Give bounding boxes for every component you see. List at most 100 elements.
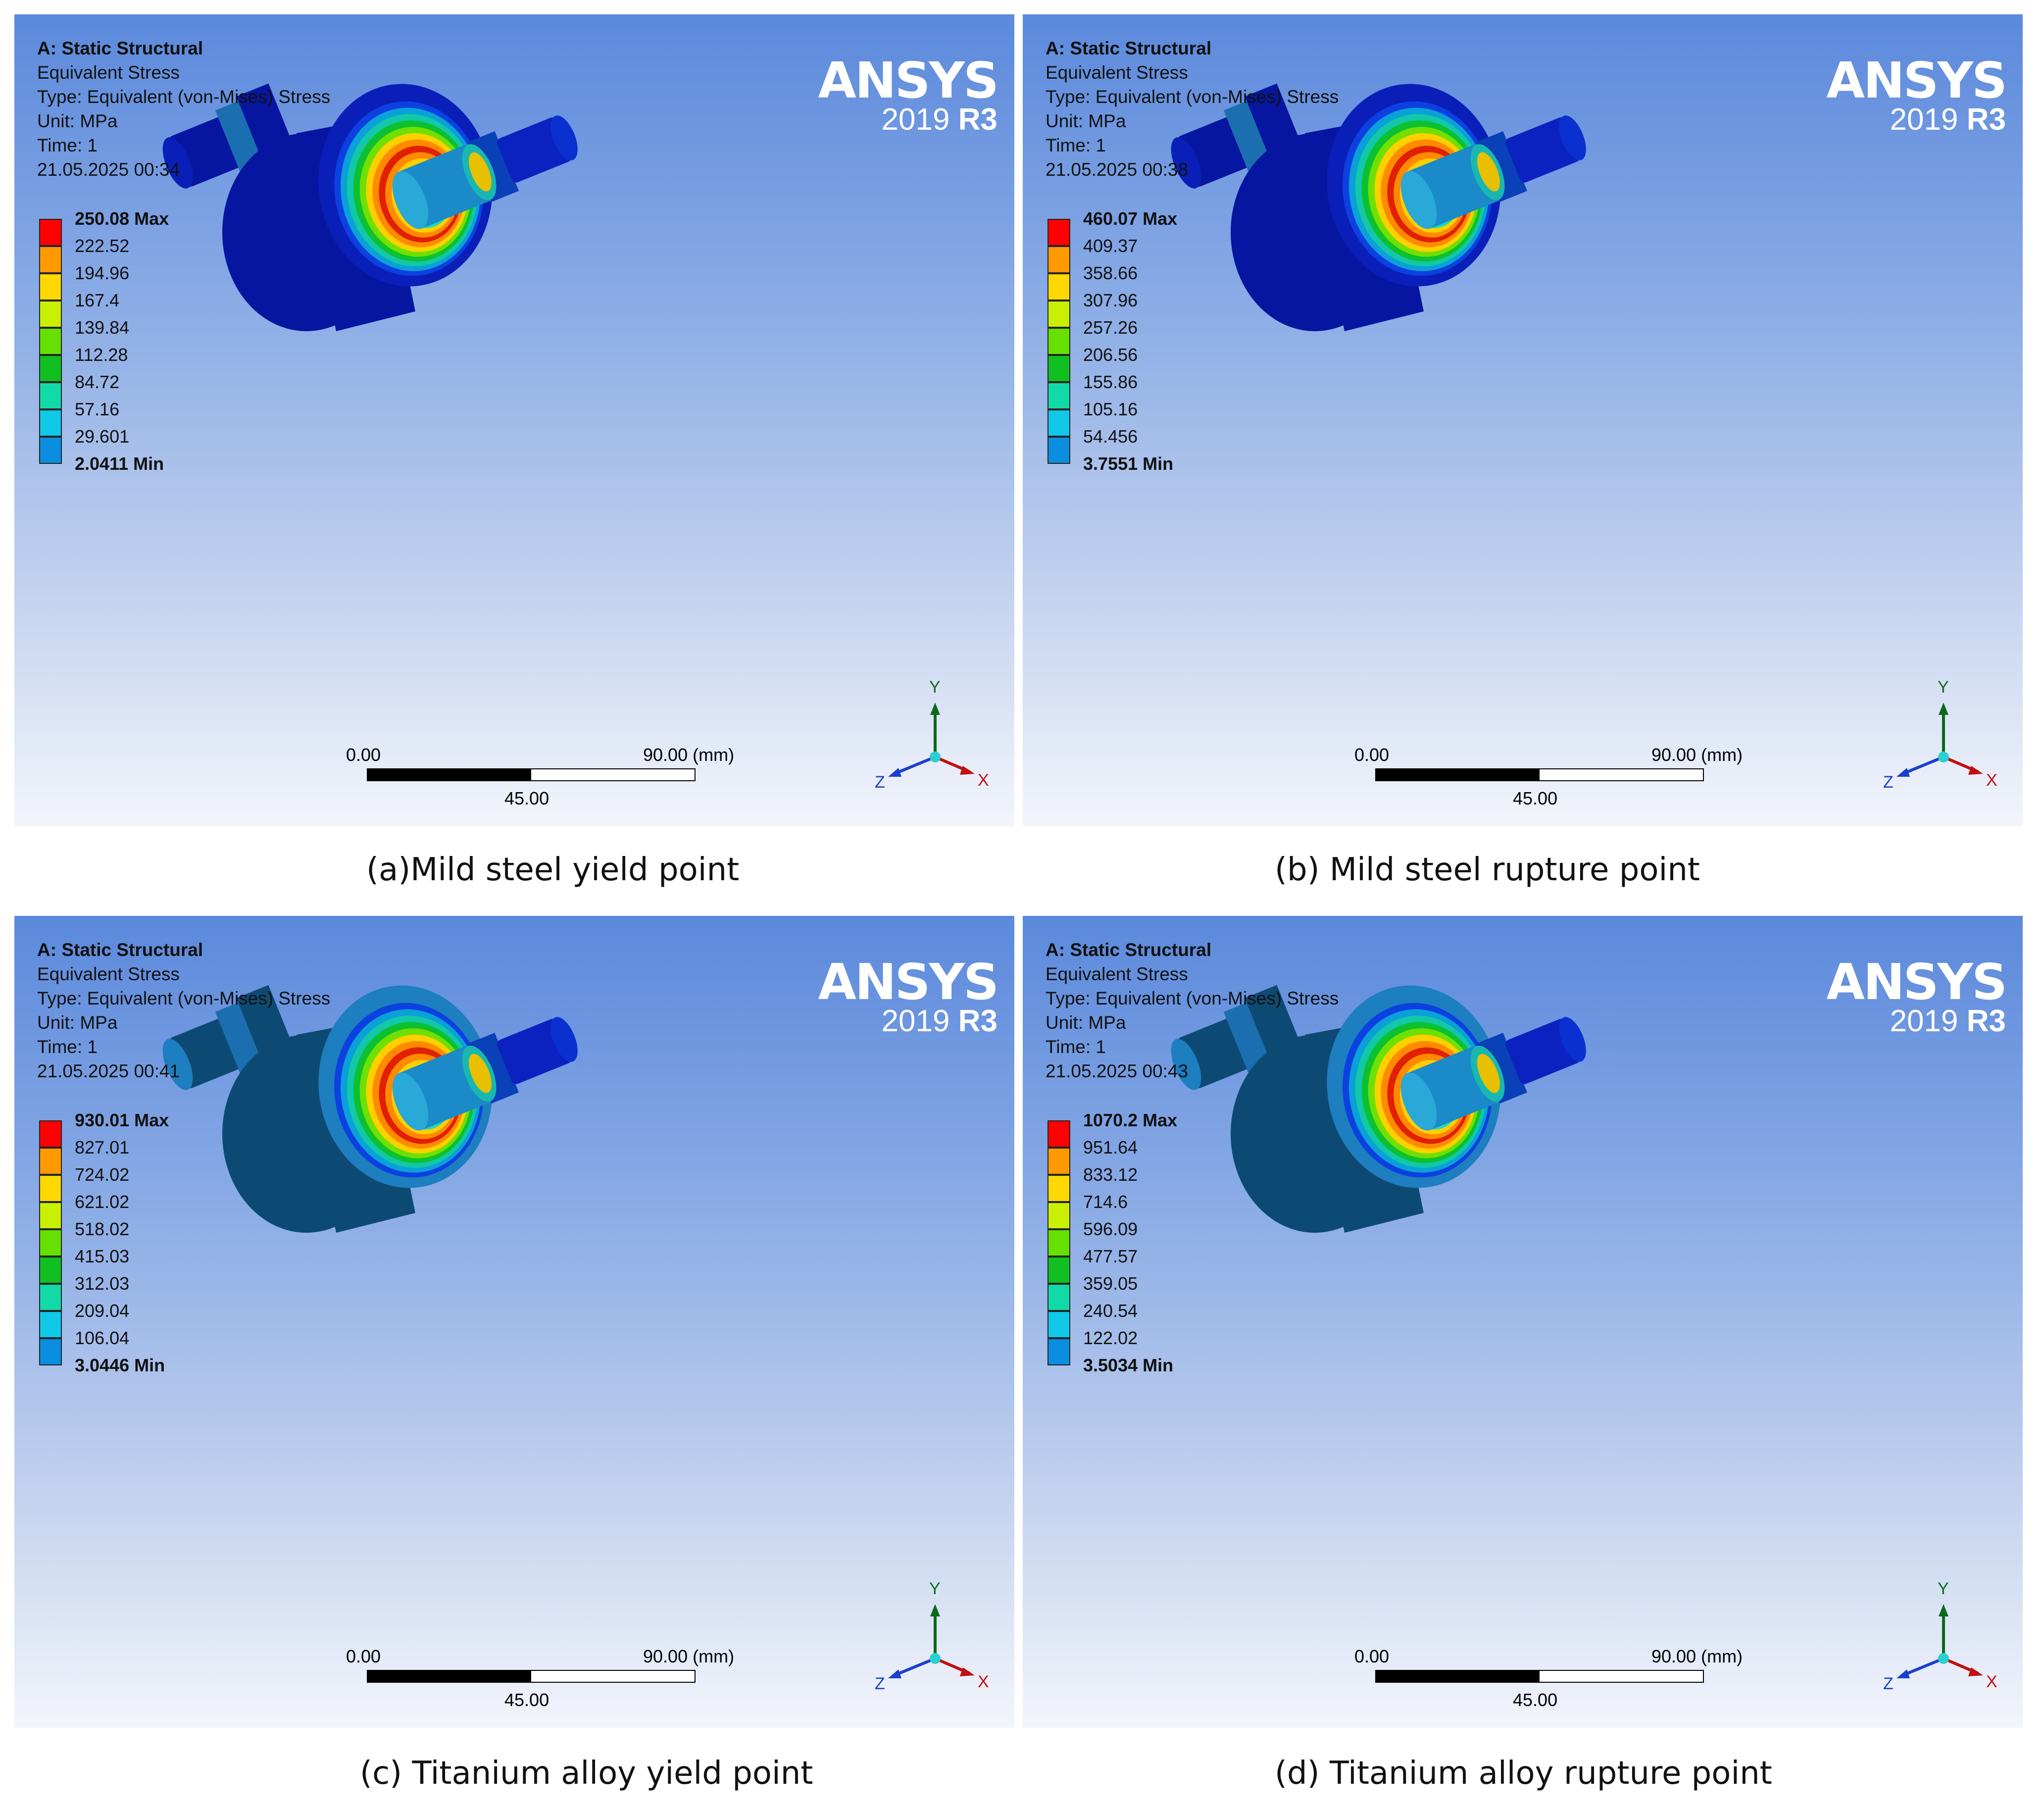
scale-bar-d: 0.00 90.00 (mm) 45.00 (1354, 1646, 1743, 1710)
legend-value-label: 714.6 (1083, 1192, 1128, 1212)
legend-color-band (1047, 409, 1070, 437)
legend-color-band (39, 273, 62, 301)
legend-value-label: 460.07 Max (1083, 208, 1178, 229)
scale-bar-a: 0.00 90.00 (mm) 45.00 (346, 745, 735, 808)
result-name: Equivalent Stress (1046, 964, 1188, 984)
legend-value-label: 827.01 (75, 1137, 130, 1157)
legend-value-label: 3.7551 Min (1083, 453, 1174, 474)
legend-color-band (39, 409, 62, 437)
legend-color-band (39, 1175, 62, 1202)
ansys-logo: ANSYS 2019 R3 (818, 51, 999, 137)
caption-d: (d) Titanium alloy rupture point (1275, 1755, 1772, 1792)
scale-bar-c: 0.00 90.00 (mm) 45.00 (346, 1646, 735, 1710)
result-timestamp: 21.05.2025 00:34 (37, 159, 180, 180)
legend-color-band (1047, 328, 1070, 355)
legend-color-band (39, 1311, 62, 1338)
legend-value-label: 312.03 (75, 1273, 130, 1294)
viewport-panel-d[interactable]: A: Static Structural Equivalent Stress T… (1023, 916, 2023, 1728)
legend-value-label: 359.05 (1083, 1273, 1138, 1294)
legend-value-label: 206.56 (1083, 345, 1138, 365)
legend-color-band (39, 1338, 62, 1365)
legend-color-band (1047, 437, 1070, 464)
legend-color-band (39, 1148, 62, 1175)
result-unit: Unit: MPa (37, 1012, 118, 1033)
legend-value-label: 57.16 (75, 399, 120, 419)
legend-value-label: 139.84 (75, 317, 130, 338)
legend-value-label: 106.04 (75, 1328, 130, 1348)
legend-value-label: 84.72 (75, 372, 120, 392)
viewport-panel-c[interactable]: A: Static Structural Equivalent Stress T… (14, 916, 1014, 1728)
analysis-title: A: Static Structural (37, 38, 203, 58)
legend-color-band (1047, 355, 1070, 382)
legend-value-label: 930.01 Max (75, 1110, 169, 1130)
legend-color-band (1047, 382, 1070, 409)
result-name: Equivalent Stress (37, 964, 180, 984)
legend-value-label: 105.16 (1083, 399, 1138, 419)
legend-value-label: 3.5034 Min (1083, 1355, 1174, 1375)
analysis-title: A: Static Structural (1046, 38, 1212, 58)
shaft-model-b (1171, 83, 1586, 331)
legend-color-band (1047, 219, 1070, 246)
legend-color-band (39, 382, 62, 409)
result-info-d: A: Static Structural Equivalent Stress T… (1046, 938, 1339, 1083)
legend-value-label: 209.04 (75, 1301, 130, 1321)
legend-value-label: 167.4 (75, 290, 120, 310)
result-type: Type: Equivalent (von-Mises) Stress (1046, 988, 1339, 1008)
legend-value-label: 409.37 (1083, 236, 1138, 256)
ansys-logo: ANSYS 2019 R3 (1826, 953, 2007, 1038)
result-timestamp: 21.05.2025 00:43 (1046, 1061, 1189, 1081)
result-info-c: A: Static Structural Equivalent Stress T… (37, 938, 330, 1083)
caption-c: (c) Titanium alloy yield point (360, 1755, 813, 1792)
legend-color-band (39, 1284, 62, 1311)
result-time: Time: 1 (1046, 1037, 1106, 1057)
ansys-logo: ANSYS 2019 R3 (818, 953, 999, 1038)
legend-value-label: 122.02 (1083, 1328, 1138, 1348)
analysis-title: A: Static Structural (37, 940, 203, 960)
axis-triad-a: Y X Z (875, 678, 989, 792)
result-unit: Unit: MPa (37, 111, 118, 131)
ansys-logo: ANSYS 2019 R3 (1826, 51, 2007, 137)
legend-color-band (39, 328, 62, 355)
result-name: Equivalent Stress (1046, 62, 1188, 83)
scale-bar-b: 0.00 90.00 (mm) 45.00 (1354, 745, 1743, 808)
legend-value-label: 833.12 (1083, 1164, 1138, 1185)
legend-color-band (1047, 1338, 1070, 1365)
legend-value-label: 518.02 (75, 1219, 130, 1239)
legend-value-label: 415.03 (75, 1246, 130, 1266)
legend-color-band (39, 437, 62, 464)
viewport-panel-a[interactable]: A: Static Structural Equivalent Stress T… (14, 14, 1014, 826)
result-unit: Unit: MPa (1046, 111, 1126, 131)
legend-value-label: 222.52 (75, 236, 130, 256)
shaft-model-a (162, 83, 578, 331)
analysis-title: A: Static Structural (1046, 940, 1212, 960)
legend-color-band (1047, 1148, 1070, 1175)
legend-color-band (1047, 1229, 1070, 1257)
result-timestamp: 21.05.2025 00:41 (37, 1061, 180, 1081)
result-info-a: A: Static Structural Equivalent Stress T… (37, 36, 330, 182)
legend-value-label: 358.66 (1083, 263, 1138, 283)
viewport-panel-b[interactable]: A: Static Structural Equivalent Stress T… (1023, 14, 2023, 826)
result-timestamp: 21.05.2025 00:38 (1046, 159, 1189, 180)
caption-a: (a)Mild steel yield point (366, 852, 740, 888)
legend-value-label: 724.02 (75, 1164, 130, 1185)
shaft-model-d (1171, 985, 1586, 1233)
legend-value-label: 194.96 (75, 263, 130, 283)
shaft-model-c (162, 985, 578, 1233)
legend-color-band (39, 1257, 62, 1284)
caption-b: (b) Mild steel rupture point (1275, 852, 1700, 888)
result-unit: Unit: MPa (1046, 1012, 1126, 1033)
axis-triad-d: Y X Z (1883, 1579, 1997, 1693)
legend-value-label: 240.54 (1083, 1301, 1138, 1321)
legend-value-label: 54.456 (1083, 426, 1138, 447)
legend-value-label: 257.26 (1083, 317, 1138, 338)
result-info-b: A: Static Structural Equivalent Stress T… (1046, 36, 1339, 182)
result-name: Equivalent Stress (37, 62, 180, 83)
result-time: Time: 1 (37, 135, 98, 155)
axis-triad-b: Y X Z (1883, 678, 1997, 792)
legend-color-band (39, 1202, 62, 1229)
legend-value-label: 250.08 Max (75, 208, 169, 229)
legend-value-label: 112.28 (75, 345, 128, 365)
legend-value-label: 1070.2 Max (1083, 1110, 1178, 1130)
legend-value-label: 2.0411 Min (75, 453, 164, 474)
legend-color-band (1047, 1284, 1070, 1311)
